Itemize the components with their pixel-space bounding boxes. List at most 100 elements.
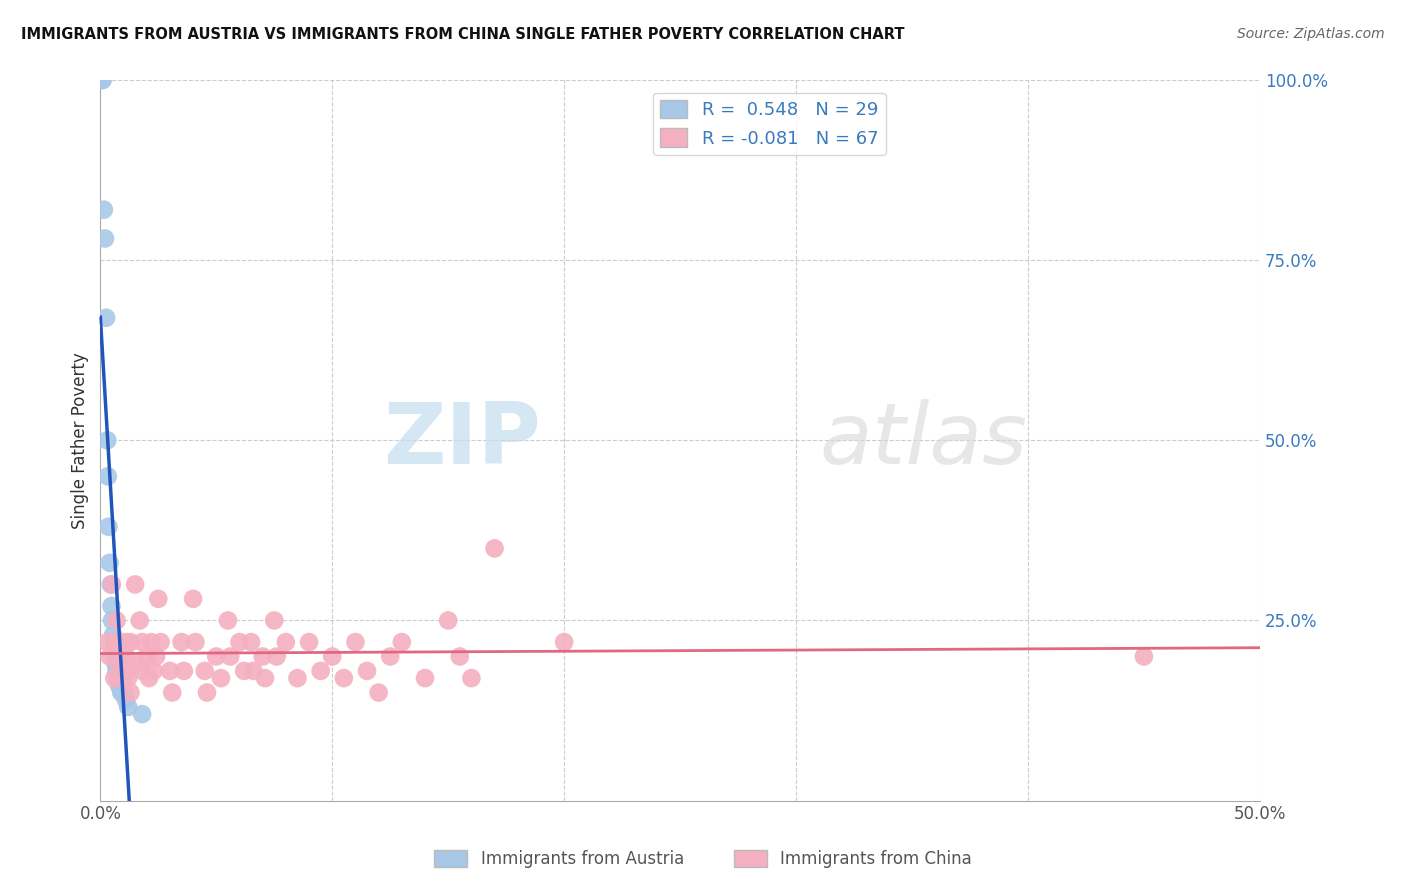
Text: IMMIGRANTS FROM AUSTRIA VS IMMIGRANTS FROM CHINA SINGLE FATHER POVERTY CORRELATI: IMMIGRANTS FROM AUSTRIA VS IMMIGRANTS FR… [21, 27, 904, 42]
Point [131, 664, 153, 678]
Point [101, 628, 124, 642]
Point [110, 649, 132, 664]
Point [108, 671, 131, 685]
Point [110, 685, 132, 699]
Point [110, 635, 132, 649]
Point [309, 664, 332, 678]
Point [321, 649, 343, 664]
Point [117, 700, 139, 714]
Point [101, 614, 124, 628]
Point [333, 671, 356, 685]
Point [131, 707, 153, 722]
Point [184, 635, 207, 649]
Point [105, 635, 128, 649]
Point [91, 73, 114, 87]
Point [107, 671, 129, 685]
Point [100, 599, 122, 613]
Point [287, 671, 309, 685]
Point [413, 671, 436, 685]
Point [112, 671, 135, 685]
Point [391, 635, 413, 649]
Point [94, 310, 117, 325]
Point [142, 664, 165, 678]
Point [115, 649, 138, 664]
Point [195, 685, 218, 699]
Point [98, 649, 121, 664]
Point [1133, 649, 1156, 664]
Point [553, 635, 575, 649]
Point [263, 614, 285, 628]
Point [138, 671, 160, 685]
Point [194, 664, 217, 678]
Point [170, 635, 193, 649]
Point [120, 635, 142, 649]
Point [108, 657, 131, 671]
Point [96, 635, 118, 649]
Point [148, 591, 170, 606]
Point [103, 642, 125, 657]
Point [135, 649, 157, 664]
Point [108, 678, 131, 692]
Point [104, 657, 127, 671]
Point [97, 469, 120, 483]
Point [91, 73, 114, 87]
Point [108, 671, 131, 685]
Point [100, 577, 122, 591]
Point [274, 635, 297, 649]
Point [266, 649, 288, 664]
Point [205, 649, 228, 664]
Point [253, 671, 276, 685]
Point [117, 671, 139, 685]
Legend: Immigrants from Austria, Immigrants from China: Immigrants from Austria, Immigrants from… [427, 843, 979, 875]
Point [97, 520, 120, 534]
Point [96, 434, 118, 448]
Point [120, 685, 142, 699]
Text: Source: ZipAtlas.com: Source: ZipAtlas.com [1237, 27, 1385, 41]
Point [344, 635, 367, 649]
Point [141, 635, 163, 649]
Point [173, 664, 195, 678]
Point [209, 671, 232, 685]
Legend: R =  0.548   N = 29, R = -0.081   N = 67: R = 0.548 N = 29, R = -0.081 N = 67 [652, 93, 886, 155]
Point [252, 649, 274, 664]
Point [103, 671, 125, 685]
Point [112, 664, 135, 678]
Point [159, 664, 181, 678]
Point [240, 635, 263, 649]
Point [367, 685, 389, 699]
Point [145, 649, 167, 664]
Point [103, 635, 125, 649]
Point [298, 635, 321, 649]
Point [128, 614, 150, 628]
Point [101, 577, 124, 591]
Point [181, 591, 204, 606]
Point [93, 202, 115, 217]
Point [108, 678, 131, 692]
Point [484, 541, 506, 556]
Point [149, 635, 172, 649]
Point [228, 635, 250, 649]
Point [111, 685, 134, 699]
Point [449, 649, 471, 664]
Text: atlas: atlas [820, 399, 1028, 482]
Point [115, 692, 138, 706]
Point [104, 649, 127, 664]
Text: ZIP: ZIP [384, 399, 541, 482]
Point [117, 657, 139, 671]
Point [131, 635, 153, 649]
Point [124, 577, 146, 591]
Point [219, 649, 242, 664]
Point [233, 664, 256, 678]
Point [356, 664, 378, 678]
Point [437, 614, 460, 628]
Y-axis label: Single Father Poverty: Single Father Poverty [72, 352, 89, 529]
Point [217, 614, 239, 628]
Point [105, 664, 128, 678]
Point [380, 649, 402, 664]
Point [460, 671, 482, 685]
Point [162, 685, 184, 699]
Point [127, 657, 149, 671]
Point [94, 231, 117, 245]
Point [98, 556, 121, 570]
Point [242, 664, 264, 678]
